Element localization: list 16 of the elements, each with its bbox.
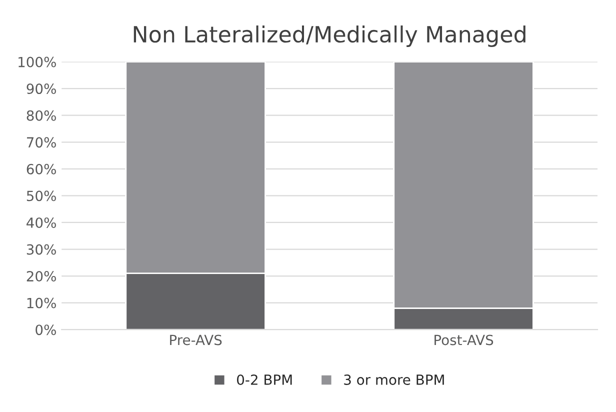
y-tick-label: 70% [27,137,56,148]
y-tick-label: 40% [26,217,56,228]
legend-label: 3 or more BPM [344,374,444,385]
x-tick-label: Pre-AVS [170,334,222,346]
y-tick-label: 60% [26,164,56,174]
y-tick-label: 0% [36,324,56,336]
y-tick-label: 80% [26,110,56,121]
legend-label: 0-2 BPM [237,374,292,385]
y-tick-label: 100% [18,56,56,68]
y-tick-label: 20% [26,271,56,282]
y-tick-label: 90% [26,84,56,94]
chart-title: Non Lateralized/Medically Managed [134,25,526,47]
y-tick-label: 50% [26,190,56,202]
y-tick-label: 30% [26,244,56,255]
y-tick-label: 10% [27,298,56,308]
x-tick-label: Post-AVS [434,334,494,346]
